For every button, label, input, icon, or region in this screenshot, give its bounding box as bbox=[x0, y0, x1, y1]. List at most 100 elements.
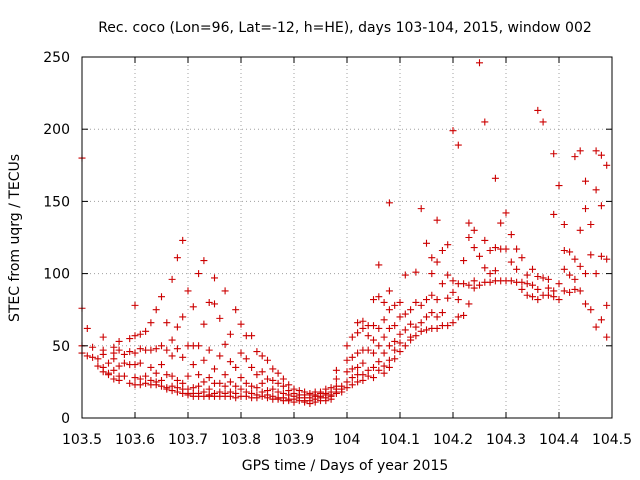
data-point bbox=[513, 265, 521, 273]
data-point bbox=[592, 323, 600, 331]
data-point bbox=[126, 348, 134, 356]
data-point bbox=[428, 254, 436, 262]
data-point bbox=[454, 296, 462, 304]
data-point bbox=[173, 345, 181, 353]
data-point bbox=[396, 330, 404, 338]
x-tick-label: 103.7 bbox=[168, 432, 208, 448]
data-point bbox=[523, 271, 531, 279]
data-point bbox=[438, 246, 446, 254]
x-tick-label: 103.9 bbox=[274, 432, 314, 448]
data-point bbox=[454, 313, 462, 321]
data-point bbox=[534, 296, 542, 304]
x-tick-label: 103.8 bbox=[221, 432, 261, 448]
data-point bbox=[136, 381, 144, 389]
data-point bbox=[576, 147, 584, 155]
data-point bbox=[343, 342, 351, 350]
data-point bbox=[417, 327, 425, 335]
data-point bbox=[486, 278, 494, 286]
data-point bbox=[375, 342, 383, 350]
data-point bbox=[94, 362, 102, 370]
data-point bbox=[237, 374, 245, 382]
data-point bbox=[375, 324, 383, 332]
data-point bbox=[364, 346, 372, 354]
data-point bbox=[597, 316, 605, 324]
data-point bbox=[417, 319, 425, 327]
data-point bbox=[195, 270, 203, 278]
data-point bbox=[248, 332, 256, 340]
data-point bbox=[539, 274, 547, 282]
x-tick-label: 104 bbox=[334, 432, 361, 448]
data-point bbox=[385, 287, 393, 295]
data-point bbox=[433, 216, 441, 224]
data-point bbox=[401, 326, 409, 334]
data-point bbox=[391, 355, 399, 363]
data-point bbox=[126, 379, 134, 387]
x-tick-label: 103.5 bbox=[62, 432, 102, 448]
y-tick-label: 100 bbox=[43, 267, 70, 283]
data-point bbox=[491, 267, 499, 275]
data-point bbox=[597, 202, 605, 210]
data-point bbox=[380, 362, 388, 370]
data-point bbox=[597, 151, 605, 159]
data-point bbox=[518, 278, 526, 286]
data-point bbox=[412, 332, 420, 340]
data-point bbox=[370, 296, 377, 304]
data-point bbox=[433, 258, 441, 266]
data-point bbox=[158, 382, 165, 390]
data-point bbox=[566, 248, 574, 256]
data-point bbox=[232, 382, 240, 390]
data-point bbox=[380, 316, 388, 324]
data-point bbox=[544, 284, 552, 292]
data-point bbox=[385, 356, 393, 364]
data-point bbox=[253, 348, 261, 356]
data-point bbox=[380, 333, 388, 341]
data-point bbox=[544, 275, 552, 283]
x-tick-label: 104.2 bbox=[433, 432, 473, 448]
data-point bbox=[338, 388, 346, 396]
data-point bbox=[571, 255, 579, 263]
data-point bbox=[221, 287, 229, 295]
data-point bbox=[571, 275, 579, 283]
data-point bbox=[200, 356, 208, 364]
data-point bbox=[205, 298, 213, 306]
data-point bbox=[136, 359, 144, 367]
data-point bbox=[110, 355, 118, 363]
x-tick-label: 104.4 bbox=[539, 432, 579, 448]
data-point bbox=[465, 219, 473, 227]
data-point bbox=[120, 359, 128, 367]
data-point bbox=[131, 301, 139, 309]
data-point bbox=[444, 294, 452, 302]
data-point bbox=[375, 358, 383, 366]
data-point bbox=[502, 245, 510, 253]
data-point bbox=[449, 127, 457, 135]
data-point bbox=[83, 352, 91, 360]
data-point bbox=[253, 394, 261, 402]
data-point bbox=[205, 374, 213, 382]
data-point bbox=[343, 356, 351, 364]
data-point bbox=[327, 395, 335, 403]
data-point bbox=[142, 372, 150, 380]
data-point bbox=[380, 298, 388, 306]
data-point bbox=[184, 391, 192, 399]
data-point bbox=[370, 322, 377, 330]
data-point bbox=[423, 296, 430, 304]
data-point bbox=[476, 252, 483, 260]
data-point bbox=[571, 153, 579, 161]
data-point bbox=[258, 352, 266, 360]
data-point bbox=[168, 387, 176, 395]
data-point bbox=[211, 300, 218, 308]
data-point bbox=[491, 244, 499, 252]
data-point bbox=[264, 356, 271, 364]
data-point bbox=[163, 346, 171, 354]
data-point bbox=[211, 365, 218, 373]
data-point bbox=[370, 363, 377, 371]
data-point bbox=[433, 296, 441, 304]
data-point bbox=[444, 271, 452, 279]
data-point bbox=[375, 261, 383, 269]
data-point bbox=[497, 219, 505, 227]
data-point bbox=[433, 313, 441, 321]
data-point bbox=[486, 246, 494, 254]
data-point bbox=[115, 376, 123, 384]
y-tick-label: 250 bbox=[43, 50, 70, 66]
